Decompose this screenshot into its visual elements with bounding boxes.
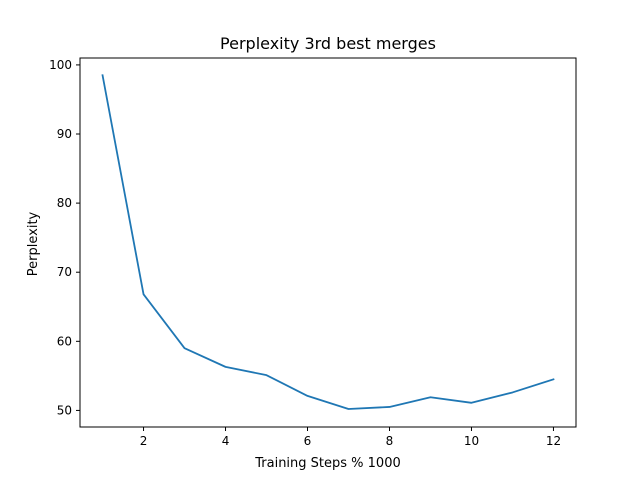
- x-tick-label: 6: [304, 434, 312, 448]
- x-tick-label: 4: [222, 434, 230, 448]
- y-tick-label: 90: [57, 127, 72, 141]
- y-tick-label: 50: [57, 403, 72, 417]
- series-line: [101, 74, 555, 410]
- x-tick-label: 2: [140, 434, 148, 448]
- series-layer: [101, 74, 555, 410]
- y-tick-label: 60: [57, 334, 72, 348]
- x-tick-label: 8: [386, 434, 394, 448]
- chart-title: Perplexity 3rd best merges: [220, 34, 436, 53]
- plot-frame: [79, 57, 577, 428]
- x-tick-label: 12: [546, 434, 561, 448]
- y-tick-label: 70: [57, 265, 72, 279]
- y-axis-label: Perplexity: [26, 211, 41, 276]
- y-tick-label: 80: [57, 196, 72, 210]
- y-tick-label: 100: [49, 58, 72, 72]
- axis-ticks: 2 4 6 8 10 12 50 60 70 80 90 100: [49, 58, 561, 448]
- x-tick-label: 10: [464, 434, 479, 448]
- x-axis-label: Training Steps % 1000: [254, 456, 401, 471]
